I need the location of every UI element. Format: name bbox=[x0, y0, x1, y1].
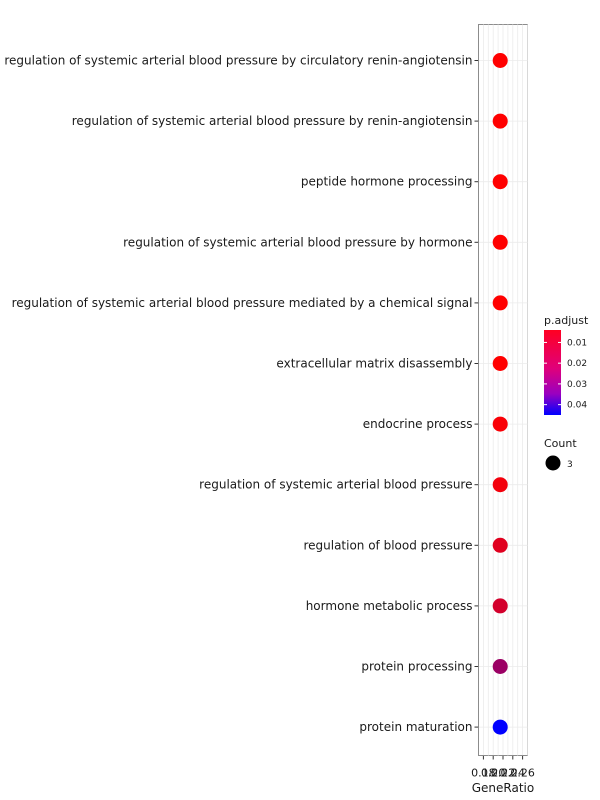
data-point bbox=[492, 477, 508, 493]
data-points bbox=[492, 53, 508, 735]
size-legend-label: 3 bbox=[567, 460, 573, 470]
y-tick-label: regulation of systemic arterial blood pr… bbox=[72, 114, 473, 128]
data-point bbox=[492, 719, 508, 735]
y-tick-label: hormone metabolic process bbox=[306, 599, 473, 613]
y-tick-label: peptide hormone processing bbox=[301, 175, 473, 189]
data-point bbox=[492, 659, 508, 674]
colorbar bbox=[544, 330, 561, 415]
x-tick-label: 0.20 bbox=[481, 767, 506, 780]
y-tick-label: regulation of systemic arterial blood pr… bbox=[4, 54, 472, 68]
colorbar-tick-label: 0.01 bbox=[567, 338, 587, 348]
data-point bbox=[492, 113, 508, 129]
colorbar-tick-label: 0.02 bbox=[567, 359, 587, 369]
x-tick-label: 0.24 bbox=[501, 767, 526, 780]
y-tick-label: extracellular matrix disassembly bbox=[276, 357, 472, 371]
data-point bbox=[492, 234, 508, 250]
y-tick-label: protein processing bbox=[361, 660, 472, 674]
x-tick-label: 0.26 bbox=[510, 767, 535, 780]
x-axis-title: GeneRatio bbox=[472, 781, 534, 795]
size-legend-title: Count bbox=[544, 437, 577, 450]
y-tick-label: regulation of systemic arterial blood pr… bbox=[123, 235, 472, 249]
data-point bbox=[492, 174, 508, 190]
data-point bbox=[492, 53, 508, 68]
y-tick-label: protein maturation bbox=[359, 720, 472, 734]
size-legend-key bbox=[545, 455, 561, 471]
data-point bbox=[492, 295, 508, 311]
y-axis: regulation of systemic arterial blood pr… bbox=[4, 54, 479, 734]
colorbar-tick-label: 0.04 bbox=[567, 401, 587, 411]
y-tick-label: regulation of systemic arterial blood pr… bbox=[199, 478, 472, 492]
colorbar-tick-label: 0.03 bbox=[567, 380, 587, 390]
data-point bbox=[492, 356, 508, 371]
y-tick-label: endocrine process bbox=[363, 417, 473, 431]
y-tick-label: regulation of systemic arterial blood pr… bbox=[12, 296, 473, 310]
x-axis: 0.180.200.220.240.26 bbox=[471, 755, 535, 780]
data-point bbox=[492, 416, 508, 432]
data-point bbox=[492, 598, 508, 614]
x-tick-label: 0.18 bbox=[471, 767, 496, 780]
colorbar-title: p.adjust bbox=[544, 314, 589, 327]
y-tick-label: regulation of blood pressure bbox=[303, 538, 472, 552]
data-point bbox=[492, 537, 508, 553]
colorbar-ticks: 0.01 0.02 0.03 0.04 bbox=[544, 338, 587, 411]
x-tick-label: 0.22 bbox=[491, 767, 516, 780]
